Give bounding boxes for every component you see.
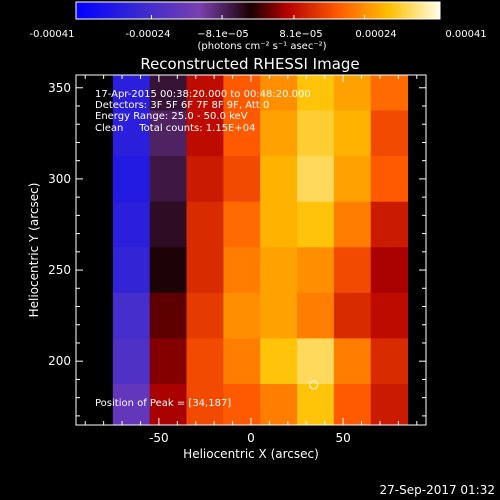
heatmap-cell [186, 110, 224, 157]
colorbar-unit-label: (photons cm⁻² s⁻¹ asec⁻²) [197, 41, 326, 52]
annotation-energy: Energy Range: 25.0 - 50.0 keV [95, 111, 248, 122]
heatmap-cell [297, 292, 335, 339]
heatmap-cell [112, 110, 151, 157]
heatmap-cell [370, 384, 409, 425]
heatmap-cell [112, 201, 151, 248]
colorbar-tick-label-2: −8.1e−05 [197, 29, 249, 40]
heatmap-cell [149, 247, 188, 294]
heatmap-cell [370, 110, 409, 157]
heatmap-cell [333, 384, 372, 425]
heatmap-cell [223, 292, 261, 339]
heatmap-cell [112, 384, 151, 425]
heatmap-cell [333, 247, 372, 294]
heatmap-cell [260, 110, 298, 157]
heatmap-cell [149, 75, 188, 112]
y-axis-label: Heliocentric Y (arcsec) [27, 183, 41, 318]
y-tick-label-2: 300 [48, 172, 71, 186]
heatmap-cell [223, 75, 261, 112]
heatmap-cell [149, 384, 188, 425]
heatmap-cell [370, 247, 409, 294]
x-tick-label-0: -50 [149, 431, 169, 445]
heatmap-cell [186, 156, 224, 203]
y-tick-label-0: 200 [48, 354, 71, 368]
heatmap-cell [297, 384, 335, 425]
annotation-counts: Clean Total counts: 1.15E+04 [95, 123, 255, 134]
heatmap-cell [223, 110, 261, 157]
colorbar-tick-label-0: -0.00041 [30, 29, 75, 40]
heatmap-cell [333, 292, 372, 339]
x-tick-label-2: 50 [335, 431, 350, 445]
heatmap-cell [186, 201, 224, 248]
heatmap-cell [186, 247, 224, 294]
peak-marker [309, 380, 319, 390]
heatmap-cell [260, 292, 298, 339]
heatmap-cell [223, 384, 261, 425]
heatmap-cell [223, 338, 261, 385]
heatmap-cell [260, 75, 298, 112]
heatmap-cell [186, 75, 224, 112]
colorbar-ticks [75, 15, 441, 19]
heatmap-cell [370, 156, 409, 203]
heatmap-cell [260, 338, 298, 385]
colorbar-tick-label-5: 0.00041 [445, 29, 486, 40]
heatmap-cell [333, 201, 372, 248]
heatmap-cell [223, 201, 261, 248]
heatmap-cell [112, 292, 151, 339]
heatmap-cell [260, 156, 298, 203]
heatmap-cell [297, 75, 335, 112]
heatmap-cell [186, 292, 224, 339]
heatmap-cell [297, 338, 335, 385]
heatmap-cell [186, 338, 224, 385]
colorbar-tick-label-4: 0.00024 [355, 29, 396, 40]
heatmap-cell [149, 110, 188, 157]
heatmap-cell [149, 292, 188, 339]
colorbar-tick-label-1: -0.00024 [126, 29, 171, 40]
y-tick-label-3: 350 [48, 81, 71, 95]
heatmap-cell [260, 247, 298, 294]
heatmap-cell [149, 338, 188, 385]
heatmap-cell [370, 338, 409, 385]
heatmap-cell [297, 247, 335, 294]
x-axis-label: Heliocentric X (arcsec) [183, 447, 319, 461]
heatmap-cell [370, 75, 409, 112]
annotation-time-range: 17-Apr-2015 00:38:20.000 to 00:48:20.000 [95, 89, 311, 100]
heatmap-cell [186, 384, 224, 425]
x-tick-label-1: 0 [247, 431, 255, 445]
heatmap-cell [260, 201, 298, 248]
heatmap [112, 75, 409, 425]
heatmap-cell [223, 247, 261, 294]
heatmap-cell [333, 338, 372, 385]
heatmap-cell [112, 156, 151, 203]
footer-timestamp: 27-Sep-2017 01:32 [380, 483, 495, 497]
heatmap-cell [112, 75, 151, 112]
heatmap-cell [112, 338, 151, 385]
heatmap-cell [333, 156, 372, 203]
chart-title: Reconstructed RHESSI Image [140, 55, 359, 73]
heatmap-cell [370, 292, 409, 339]
colorbar [75, 1, 441, 20]
heatmap-cell [260, 384, 298, 425]
annotation-detectors: Detectors: 3F 5F 6F 7F 8F 9F, Att 0 [95, 100, 269, 111]
y-tick-label-1: 250 [48, 263, 71, 277]
heatmap-cell [297, 110, 335, 157]
axis-ticks [76, 75, 426, 425]
heatmap-cell [223, 156, 261, 203]
colorbar-tick-label-3: 8.1e−05 [279, 29, 322, 40]
heatmap-cell [370, 201, 409, 248]
heatmap-cell [333, 110, 372, 157]
heatmap-cell [149, 156, 188, 203]
heatmap-cell [112, 247, 151, 294]
peak-position-label: Position of Peak = [34,187] [95, 398, 231, 409]
heatmap-cell [149, 201, 188, 248]
heatmap-cell [297, 156, 335, 203]
heatmap-cell [333, 75, 372, 112]
heatmap-cell [297, 201, 335, 248]
